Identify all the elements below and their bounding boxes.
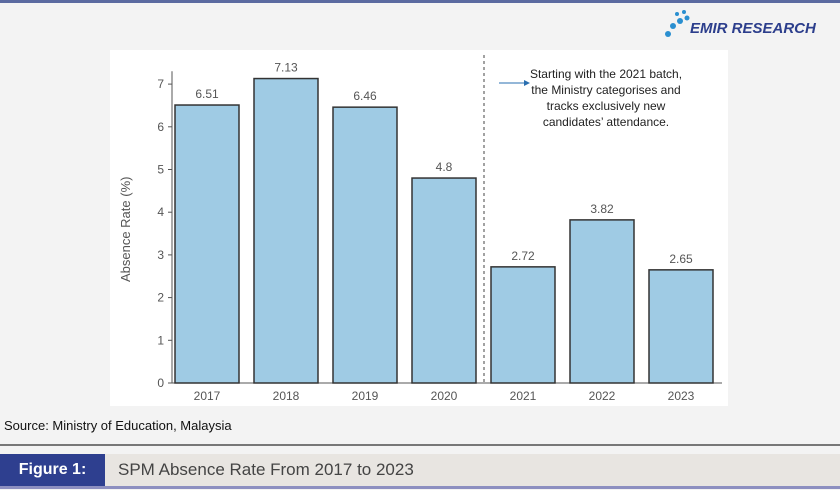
emir-research-logo: EMIR RESEARCH [660, 8, 835, 44]
y-tick-label: 4 [157, 205, 164, 219]
data-label-2020: 4.8 [436, 160, 453, 174]
data-label-2022: 3.82 [590, 202, 614, 216]
bar-2023 [648, 269, 714, 384]
y-tick-label: 1 [157, 333, 164, 347]
data-label-2018: 7.13 [274, 61, 298, 75]
figure-caption: Figure 1: SPM Absence Rate From 2017 to … [0, 454, 840, 489]
bar-2020 [411, 177, 477, 384]
x-tick-label-2021: 2021 [510, 389, 537, 403]
x-tick-label-2019: 2019 [352, 389, 379, 403]
logo-text: EMIR RESEARCH [690, 20, 816, 37]
bar-chart: 0 1 2 3 4 5 6 7 Absence Rate (%) 6.51 2017 7.13 2018… [118, 55, 722, 403]
figure-label: Figure 1: [0, 454, 105, 486]
y-tick-label: 2 [157, 291, 164, 305]
y-tick-label: 7 [157, 77, 164, 91]
x-tick-label-2022: 2022 [589, 389, 616, 403]
data-label-2023: 2.65 [669, 252, 693, 266]
annotation-line: candidates’ attendance. [543, 115, 669, 129]
chart-panel: 0 1 2 3 4 5 6 7 Absence Rate (%) 6.51 2017 7.13 2018… [110, 50, 728, 406]
data-label-2021: 2.72 [511, 249, 535, 263]
data-label-2019: 6.46 [353, 89, 377, 103]
separator [0, 444, 840, 446]
annotation-line: Starting with the 2021 batch, [530, 67, 682, 81]
bar-2019 [332, 106, 398, 384]
bar-2018 [253, 77, 319, 384]
y-tick-label: 5 [157, 163, 164, 177]
x-tick-label-2020: 2020 [431, 389, 458, 403]
arrow-icon [524, 80, 530, 86]
top-border [0, 0, 840, 3]
annotation-line: tracks exclusively new [547, 99, 666, 113]
bar-2021 [490, 266, 556, 384]
x-tick-label-2023: 2023 [668, 389, 695, 403]
source-note: Source: Ministry of Education, Malaysia [4, 418, 232, 433]
figure-title: SPM Absence Rate From 2017 to 2023 [118, 460, 414, 479]
y-tick-label: 3 [157, 248, 164, 262]
y-axis-label: Absence Rate (%) [118, 177, 133, 283]
annotation-line: the Ministry categorises and [531, 83, 680, 97]
x-tick-label-2018: 2018 [273, 389, 300, 403]
bar-2022 [569, 219, 635, 384]
data-label-2017: 6.51 [195, 87, 219, 101]
x-tick-label-2017: 2017 [194, 389, 221, 403]
y-tick-label: 0 [157, 376, 164, 390]
bar-2017 [174, 104, 240, 384]
y-tick-label: 6 [157, 120, 164, 134]
logo-dots-icon [665, 10, 690, 37]
